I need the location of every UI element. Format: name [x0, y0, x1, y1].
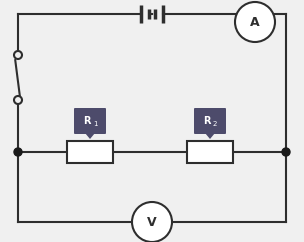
Text: 1: 1: [93, 121, 97, 127]
Bar: [67, 141, 113, 163]
FancyBboxPatch shape: [194, 108, 226, 134]
Circle shape: [235, 2, 275, 42]
Circle shape: [14, 148, 22, 156]
Polygon shape: [205, 133, 215, 139]
Text: V: V: [147, 215, 157, 228]
Text: A: A: [250, 15, 260, 29]
Circle shape: [14, 96, 22, 104]
Circle shape: [132, 202, 172, 242]
Text: R: R: [83, 116, 91, 126]
Circle shape: [14, 51, 22, 59]
Bar: [187, 141, 233, 163]
Polygon shape: [85, 133, 95, 139]
Text: 2: 2: [213, 121, 217, 127]
FancyBboxPatch shape: [74, 108, 106, 134]
Text: R: R: [203, 116, 211, 126]
Circle shape: [282, 148, 290, 156]
